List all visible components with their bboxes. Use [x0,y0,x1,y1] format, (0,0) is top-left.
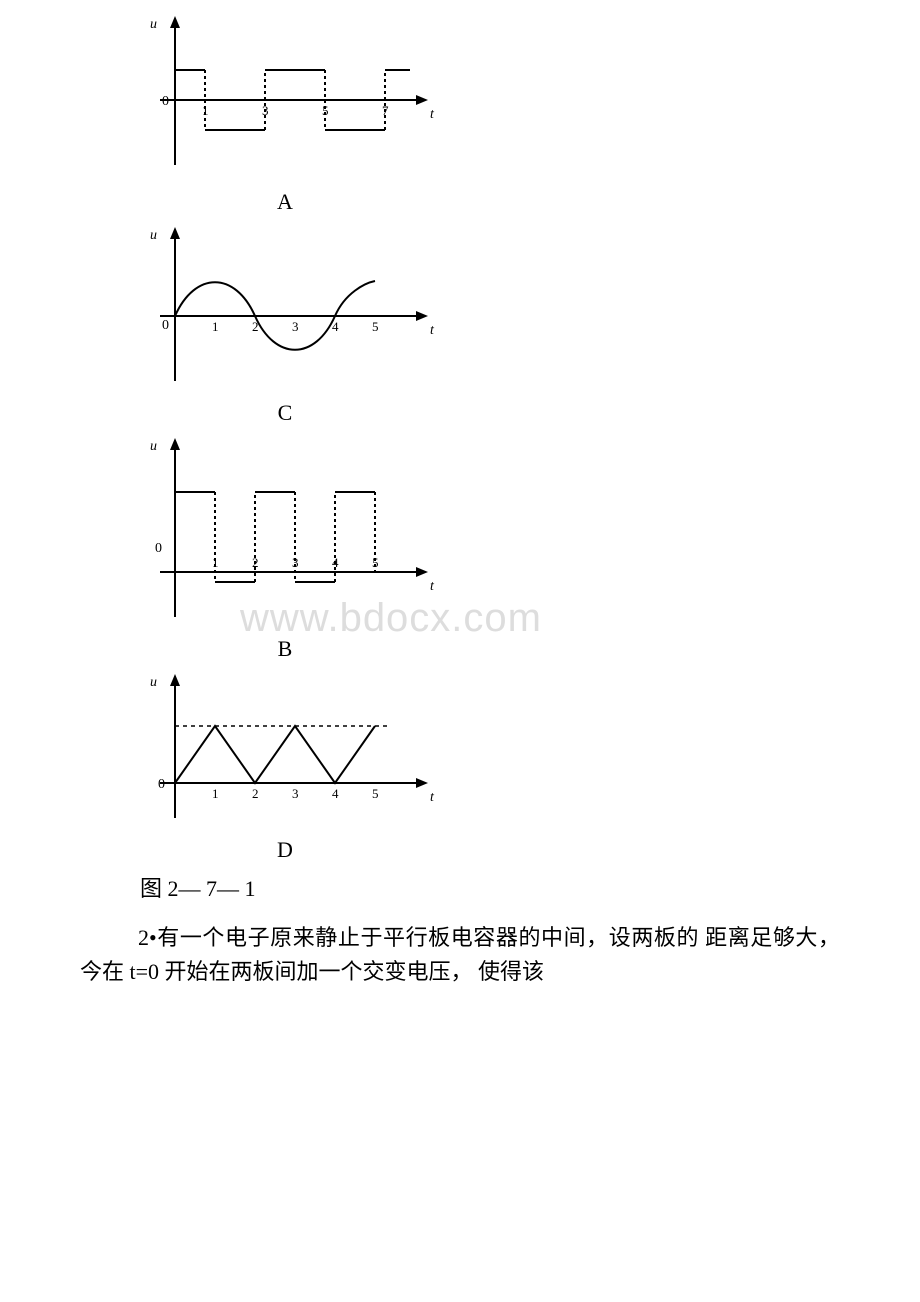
tick: 3 [292,319,299,334]
tick: 2 [252,319,259,334]
tick: 5 [372,319,379,334]
tick: 5 [372,786,379,801]
chart-c: u 0 t 1 2 3 4 5 [120,221,450,396]
chart-a-label: A [120,189,450,215]
chart-c-label: C [120,400,450,426]
x-axis-label: t [430,323,435,338]
origin-label: 0 [162,318,169,333]
y-axis-label: u [150,228,157,243]
tick: 5 [322,103,329,118]
paragraph-prefix: 2• [138,925,157,950]
tick: 2 [252,555,259,570]
chart-a: u 0 t 1 3 5 7 [120,10,450,185]
tick: 3 [262,103,269,118]
origin-label: 0 [162,94,169,109]
body-paragraph: 2•有一个电子原来静止于平行板电容器的中间，设两板的 距离足够大，今在 t=0 … [80,921,840,989]
page: www.bdocx.com [0,0,920,1302]
figure-column: u 0 t 1 3 5 7 A u 0 t 1 2 3 4 5 [120,10,450,863]
tick: 1 [212,555,219,570]
x-axis-label: t [430,107,435,122]
chart-d-label: D [120,837,450,863]
figure-caption: 图 2— 7— 1 [140,871,920,903]
tick: 3 [292,555,299,570]
tick: 1 [212,319,219,334]
tick: 7 [382,103,389,118]
chart-d: u 0 t 1 2 3 4 5 [120,668,450,833]
y-axis-label: u [150,439,157,454]
tick: 4 [332,786,339,801]
tick: 2 [252,786,259,801]
origin-label: 0 [158,777,165,792]
tick: 3 [292,786,299,801]
x-axis-label: t [430,790,435,805]
origin-label: 0 [155,541,162,556]
tick: 4 [332,319,339,334]
tick: 1 [212,786,219,801]
x-axis-label: t [430,579,435,594]
chart-b: u 0 t 1 2 3 4 5 [120,432,450,632]
y-axis-label: u [150,675,157,690]
tick: 4 [332,555,339,570]
tick: 1 [202,103,209,118]
y-axis-label: u [150,17,157,32]
paragraph-content: 有一个电子原来静止于平行板电容器的中间，设两板的 距离足够大，今在 t=0 开始… [80,925,840,984]
tick: 5 [372,555,379,570]
chart-b-label: B [120,636,450,662]
